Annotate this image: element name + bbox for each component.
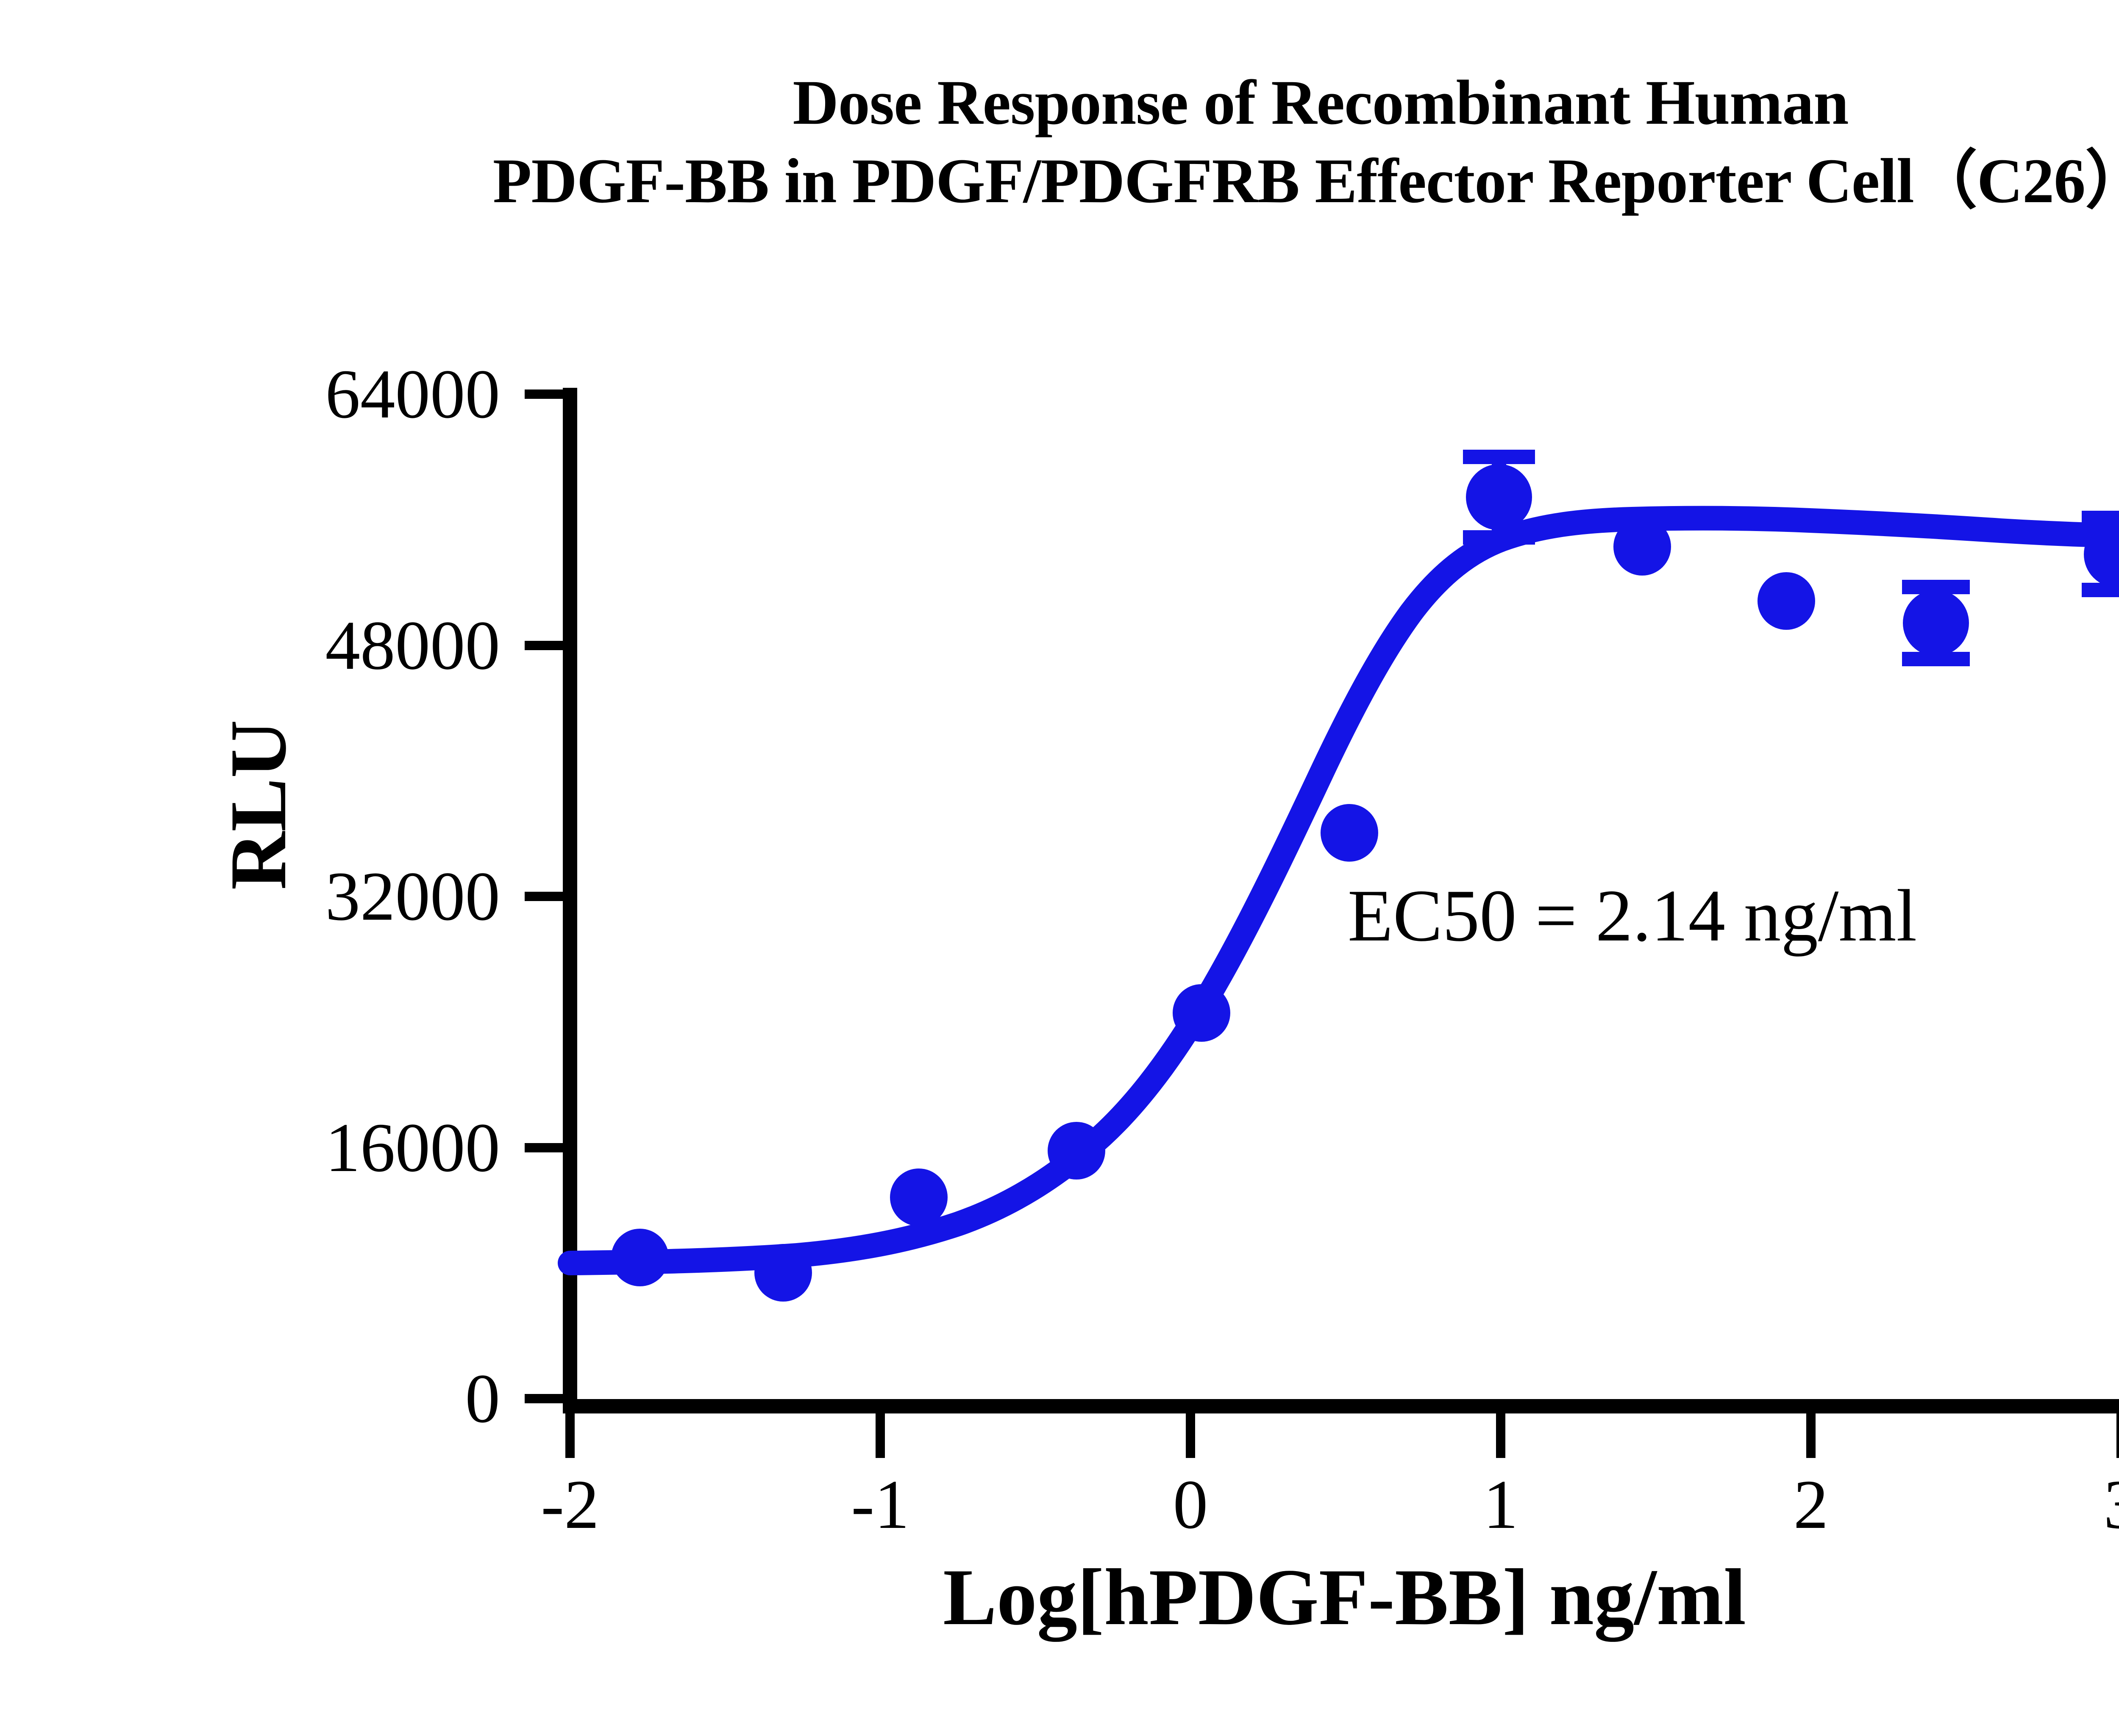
data-point [1903,590,1969,656]
x-tick-label-minus1: -1 [851,1466,909,1543]
ec50-annotation: EC50 = 2.14 ng/ml [1348,874,1917,957]
data-point [2084,521,2119,587]
data-point [1321,804,1378,862]
data-point [1173,984,1230,1042]
y-axis-title: RLU [214,720,303,890]
y-tick-label-64000: 64000 [325,355,501,433]
x-axis-ticks [565,1413,2119,1458]
y-tick-label-48000: 48000 [325,606,501,684]
x-tick-label-3: 3 [2049,1464,2119,1545]
x-tick-label-0: 0 [1173,1466,1208,1543]
data-point [890,1168,948,1226]
y-tick-label-32000: 32000 [325,857,501,935]
data-point [754,1244,812,1302]
x-axis-title: Log[hPDGF-BB] ng/ml [943,1553,1746,1642]
x-tick-label-minus2: -2 [541,1466,599,1543]
y-tick-label-0: 0 [465,1360,501,1437]
chart-title-line2: PDGF-BB in PDGF/PDGFRB Effector Reporter… [492,145,2119,216]
data-points [611,464,2119,1302]
data-point [1048,1122,1105,1180]
chart-title: Dose Response of Recombinant Human PDGF-… [0,64,2119,220]
x-tick-label-1: 1 [1483,1466,1518,1543]
data-point [611,1229,669,1286]
x-tick-label-2: 2 [1793,1466,1829,1543]
y-tick-label-16000: 16000 [325,1109,501,1186]
data-point [1613,518,1671,576]
data-point [1466,464,1532,530]
fit-curve [558,506,2119,1275]
data-point [1757,572,1815,630]
chart-title-line1: Dose Response of Recombinant Human [793,67,1849,138]
y-axis-ticks [525,389,570,1403]
